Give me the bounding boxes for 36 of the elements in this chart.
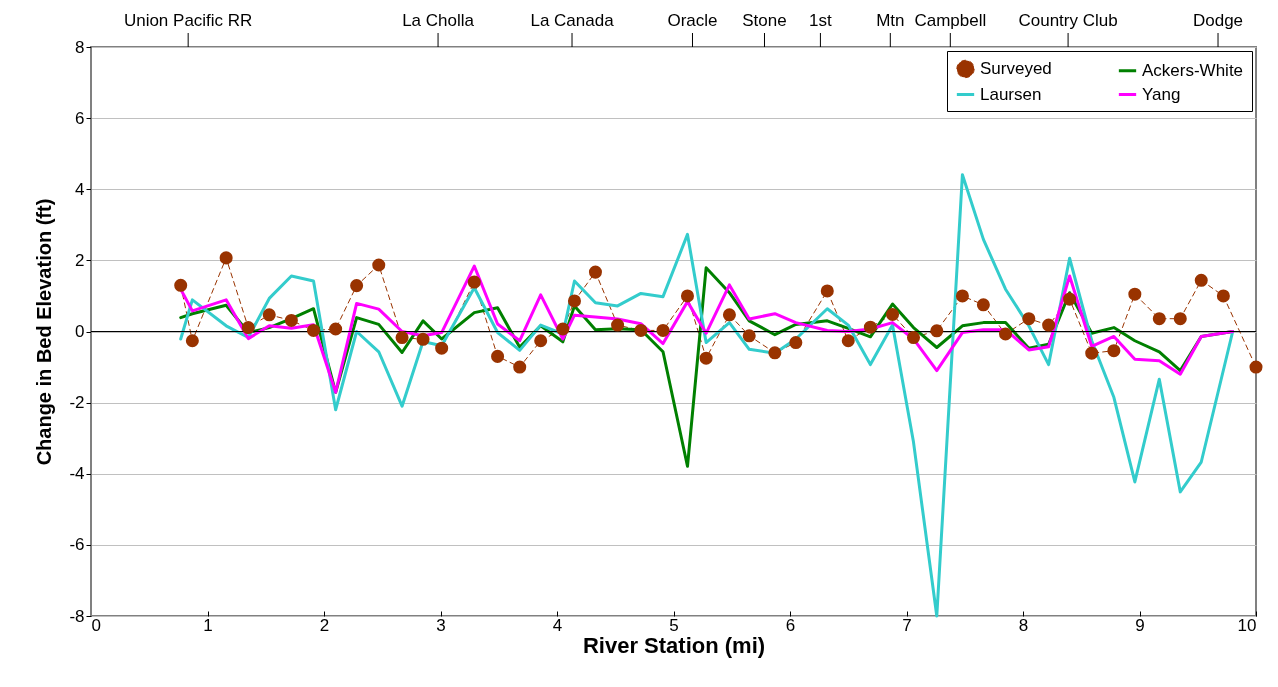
x-tick-label: 10 — [1237, 615, 1257, 635]
x-tick-label: 0 — [91, 615, 101, 635]
y-tick-label: -2 — [69, 393, 85, 413]
text: La Cholla — [402, 11, 475, 30]
x-tick-label: 9 — [1135, 615, 1145, 635]
y-tick-label: 0 — [75, 322, 85, 341]
text: La Canada — [530, 11, 615, 30]
x-axis-title: River Station (mi) — [582, 632, 766, 658]
x-tick-label: 7 — [902, 615, 912, 635]
text: Mtn — [876, 11, 905, 30]
y-tick-label: 2 — [75, 250, 85, 270]
x-tick-label: 6 — [785, 615, 796, 635]
text: Union Pacific RR — [123, 11, 253, 30]
y-tick-label: -6 — [69, 535, 85, 555]
x-tick-label: 1 — [203, 615, 213, 635]
y-tick-label: -8 — [69, 606, 85, 626]
text: Stone — [742, 11, 787, 30]
text: Dodge — [1192, 11, 1244, 30]
x-tick-label: 5 — [669, 615, 679, 635]
text: 1st — [809, 11, 833, 30]
y-tick-label: 8 — [75, 37, 85, 57]
y-tick-label: 6 — [75, 108, 85, 128]
legend-label: Ackers-White — [1142, 60, 1244, 80]
legend-label: Yang — [1142, 84, 1181, 104]
x-tick-label: 2 — [319, 615, 330, 635]
legend-label: Surveyed — [980, 58, 1052, 78]
y-axis-title: Change in Bed Elevation (ft) — [33, 198, 56, 466]
x-tick-label: 8 — [1018, 615, 1029, 635]
y-tick-label: -4 — [69, 464, 85, 484]
legend-label: Laursen — [980, 84, 1042, 104]
text: Campbell — [914, 11, 987, 30]
y-tick-label: 4 — [75, 179, 85, 199]
text: Oracle — [667, 11, 718, 30]
x-tick-label: 4 — [552, 615, 563, 635]
text: Country Club — [1018, 11, 1118, 30]
x-tick-label: 3 — [436, 615, 446, 635]
